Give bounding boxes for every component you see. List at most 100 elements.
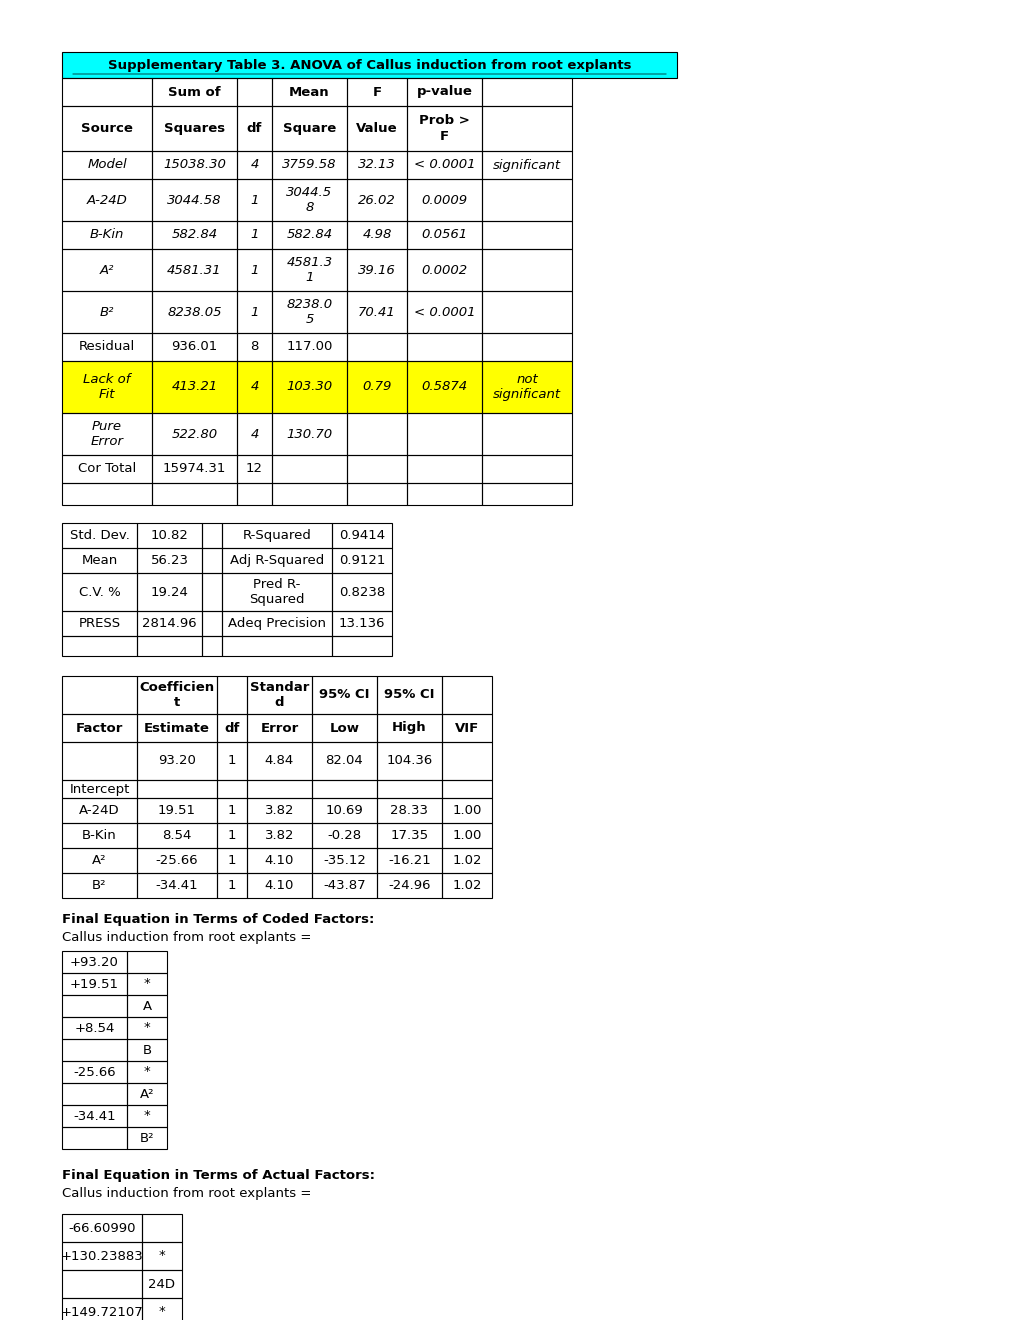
Text: Low: Low bbox=[329, 722, 359, 734]
Text: Prob >
F: Prob > F bbox=[419, 115, 470, 143]
Bar bbox=[152, 455, 236, 483]
Text: Factor: Factor bbox=[75, 722, 123, 734]
Text: 4581.3
1: 4581.3 1 bbox=[286, 256, 332, 284]
Bar bbox=[236, 360, 272, 413]
Text: Pred R-
Squared: Pred R- Squared bbox=[249, 578, 305, 606]
Bar bbox=[272, 220, 346, 249]
Bar bbox=[152, 413, 236, 455]
Bar bbox=[247, 799, 312, 822]
Bar bbox=[331, 573, 391, 611]
Text: 1: 1 bbox=[250, 228, 259, 242]
Text: 0.0561: 0.0561 bbox=[421, 228, 467, 242]
Text: B-Kin: B-Kin bbox=[90, 228, 124, 242]
Bar bbox=[62, 873, 137, 898]
Bar bbox=[142, 1242, 181, 1270]
Bar bbox=[346, 483, 407, 506]
Bar bbox=[482, 483, 572, 506]
Bar bbox=[247, 714, 312, 742]
Bar bbox=[152, 290, 236, 333]
Text: < 0.0001: < 0.0001 bbox=[414, 305, 475, 318]
Bar bbox=[331, 636, 391, 656]
Bar bbox=[217, 847, 247, 873]
Bar bbox=[236, 220, 272, 249]
Text: -34.41: -34.41 bbox=[156, 879, 198, 892]
Text: -16.21: -16.21 bbox=[388, 854, 430, 867]
Bar bbox=[346, 249, 407, 290]
Text: Residual: Residual bbox=[78, 341, 135, 354]
Bar bbox=[127, 1061, 167, 1082]
Bar bbox=[217, 780, 247, 799]
Bar bbox=[407, 290, 482, 333]
Text: 4.98: 4.98 bbox=[362, 228, 391, 242]
Bar bbox=[346, 290, 407, 333]
Bar bbox=[152, 360, 236, 413]
Bar bbox=[62, 1242, 142, 1270]
Bar bbox=[312, 742, 377, 780]
Bar bbox=[346, 360, 407, 413]
Bar bbox=[407, 78, 482, 106]
Bar bbox=[377, 799, 441, 822]
Text: Adeq Precision: Adeq Precision bbox=[228, 616, 326, 630]
Bar bbox=[62, 483, 152, 506]
Bar bbox=[142, 1214, 181, 1242]
Text: 130.70: 130.70 bbox=[286, 428, 332, 441]
Text: 10.69: 10.69 bbox=[325, 804, 363, 817]
Bar bbox=[127, 1016, 167, 1039]
Bar bbox=[62, 1127, 127, 1148]
Text: R-Squared: R-Squared bbox=[243, 529, 311, 543]
Text: 26.02: 26.02 bbox=[358, 194, 395, 206]
Bar bbox=[202, 523, 222, 548]
Text: High: High bbox=[391, 722, 426, 734]
Bar bbox=[137, 873, 217, 898]
Bar bbox=[247, 676, 312, 714]
Bar bbox=[441, 676, 491, 714]
Text: 4: 4 bbox=[250, 428, 259, 441]
Text: Pure
Error: Pure Error bbox=[91, 420, 123, 447]
Text: 0.0009: 0.0009 bbox=[421, 194, 467, 206]
Text: A²: A² bbox=[140, 1088, 154, 1101]
Text: 1.00: 1.00 bbox=[451, 829, 481, 842]
Text: 4: 4 bbox=[250, 158, 259, 172]
Text: 1: 1 bbox=[227, 829, 236, 842]
Text: significant: significant bbox=[492, 158, 560, 172]
Bar bbox=[62, 333, 152, 360]
Text: A: A bbox=[143, 999, 152, 1012]
Bar bbox=[62, 973, 127, 995]
Bar bbox=[407, 360, 482, 413]
Bar bbox=[272, 483, 346, 506]
Bar bbox=[127, 1105, 167, 1127]
Bar bbox=[217, 799, 247, 822]
Bar bbox=[236, 106, 272, 150]
Bar bbox=[236, 333, 272, 360]
Bar bbox=[62, 220, 152, 249]
Text: not
significant: not significant bbox=[492, 374, 560, 401]
Bar bbox=[62, 1016, 127, 1039]
Text: 82.04: 82.04 bbox=[325, 755, 363, 767]
Text: < 0.0001: < 0.0001 bbox=[414, 158, 475, 172]
Bar bbox=[62, 799, 137, 822]
Text: 3044.5
8: 3044.5 8 bbox=[286, 186, 332, 214]
Text: 0.79: 0.79 bbox=[362, 380, 391, 393]
Bar bbox=[62, 249, 152, 290]
Bar bbox=[482, 413, 572, 455]
Bar bbox=[62, 413, 152, 455]
Bar bbox=[62, 1082, 127, 1105]
Bar bbox=[217, 714, 247, 742]
Bar bbox=[62, 611, 137, 636]
Bar bbox=[137, 714, 217, 742]
Bar bbox=[247, 822, 312, 847]
Text: Final Equation in Terms of Actual Factors:: Final Equation in Terms of Actual Factor… bbox=[62, 1170, 375, 1181]
Bar bbox=[331, 611, 391, 636]
Bar bbox=[217, 676, 247, 714]
Text: 0.5874: 0.5874 bbox=[421, 380, 467, 393]
Bar bbox=[62, 51, 677, 78]
Bar bbox=[407, 333, 482, 360]
Text: 522.80: 522.80 bbox=[171, 428, 217, 441]
Text: 1: 1 bbox=[250, 194, 259, 206]
Bar bbox=[377, 714, 441, 742]
Bar bbox=[222, 548, 331, 573]
Text: 1: 1 bbox=[250, 264, 259, 276]
Text: 4.10: 4.10 bbox=[265, 854, 293, 867]
Text: 95% CI: 95% CI bbox=[384, 689, 434, 701]
Text: df: df bbox=[247, 121, 262, 135]
